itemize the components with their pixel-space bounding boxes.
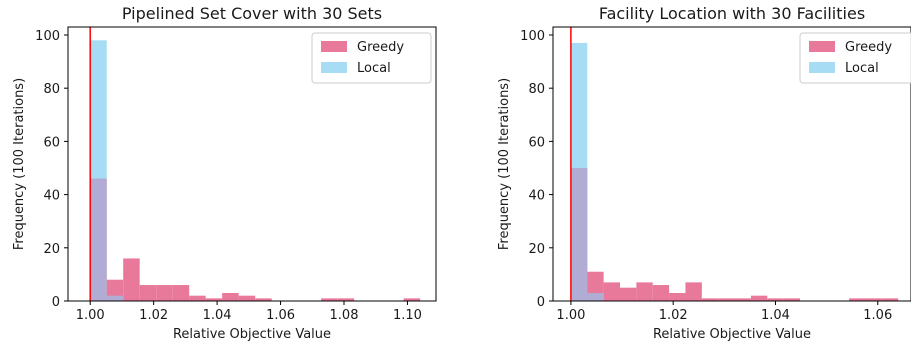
y-tick-label: 0 [537, 295, 545, 310]
x-tick-label: 1.10 [393, 308, 422, 323]
greedy-bar-15 [865, 298, 882, 301]
greedy-bar-6 [669, 293, 686, 301]
legend-label-local: Local [845, 61, 879, 76]
greedy-bar-9 [718, 298, 735, 301]
x-tick-label: 1.02 [659, 308, 688, 323]
greedy-bar-5 [652, 285, 670, 301]
legend: Greedy Local [799, 32, 911, 84]
y-tick-label: 80 [43, 82, 60, 97]
x-tick-label: 1.04 [203, 308, 232, 323]
x-tick-label: 1.08 [330, 308, 359, 323]
greedy-bar-13 [403, 298, 421, 301]
overlap-bar-1 [106, 295, 124, 301]
legend: Greedy Local [311, 32, 432, 84]
greedy-bar-11 [321, 298, 338, 301]
legend-swatch-local [809, 62, 835, 73]
chart-title: Facility Location with 30 Facilities [599, 4, 865, 23]
greedy-bar-7 [205, 298, 223, 301]
overlap-bar-0 [570, 167, 588, 301]
greedy-bar-2 [123, 258, 140, 301]
greedy-bar-2 [603, 282, 620, 301]
chart-panel-1: 1.00 1.02 1.04 1.06 1.08 1.10 0 20 40 60 80 100 Pipe… [12, 4, 437, 342]
legend-label-greedy: Greedy [357, 40, 404, 55]
legend-label-local: Local [357, 61, 391, 76]
y-tick-label: 0 [52, 295, 60, 310]
greedy-bar-13 [783, 298, 801, 301]
greedy-bar-16 [881, 298, 899, 301]
y-axis-label: Frequency (100 Iterations) [497, 78, 512, 250]
greedy-bar-8 [222, 293, 239, 301]
y-tick-label: 20 [43, 242, 60, 257]
greedy-bar-12 [337, 298, 355, 301]
greedy-bar-6 [189, 295, 206, 301]
y-tick-label: 60 [528, 135, 545, 150]
x-tick-label: 1.04 [761, 308, 790, 323]
x-tick-label: 1.02 [139, 308, 168, 323]
greedy-bar-7 [685, 282, 702, 301]
greedy-bar-10 [734, 298, 751, 301]
y-tick-label: 100 [35, 29, 60, 44]
x-axis-label: Relative Objective Value [653, 327, 811, 342]
plot-frame [67, 26, 437, 302]
greedy-bar-8 [701, 298, 719, 301]
y-tick-label: 20 [528, 242, 545, 257]
y-tick-label: 40 [43, 189, 60, 204]
y-tick-label: 40 [528, 189, 545, 204]
greedy-bar-4 [156, 285, 173, 301]
chart-panel-2: 1.00 1.02 1.04 1.06 0 20 40 60 80 100 Facility Loc… [497, 4, 911, 342]
x-tick-label: 1.00 [76, 308, 105, 323]
greedy-bar-4 [636, 282, 653, 301]
greedy-bar-9 [238, 295, 256, 301]
chart-title: Pipelined Set Cover with 30 Sets [122, 4, 382, 23]
y-tick-label: 80 [528, 82, 545, 97]
overlap-bar-1 [587, 293, 604, 301]
greedy-bar-11 [750, 295, 768, 301]
x-tick-label: 1.00 [556, 308, 585, 323]
y-tick-label: 60 [43, 135, 60, 150]
legend-swatch-local [321, 62, 347, 73]
overlap-bar-0 [90, 178, 107, 301]
greedy-bar-14 [849, 298, 866, 301]
local-bar-0 [570, 42, 588, 168]
legend-swatch-greedy [809, 41, 835, 52]
greedy-bar-3 [139, 285, 157, 301]
x-axis-label: Relative Objective Value [173, 327, 331, 342]
legend-label-greedy: Greedy [845, 40, 892, 55]
x-tick-label: 1.06 [863, 308, 892, 323]
x-tick-label: 1.06 [266, 308, 295, 323]
y-axis-label: Frequency (100 Iterations) [12, 78, 27, 250]
plot-frame [552, 26, 911, 302]
y-tick-label: 100 [520, 29, 545, 44]
legend-swatch-greedy [321, 41, 347, 52]
greedy-bar-3 [619, 287, 637, 301]
local-bar-0 [90, 40, 107, 179]
greedy-bar-10 [255, 298, 272, 301]
greedy-bar-12 [767, 298, 784, 301]
greedy-bar-5 [172, 285, 190, 301]
